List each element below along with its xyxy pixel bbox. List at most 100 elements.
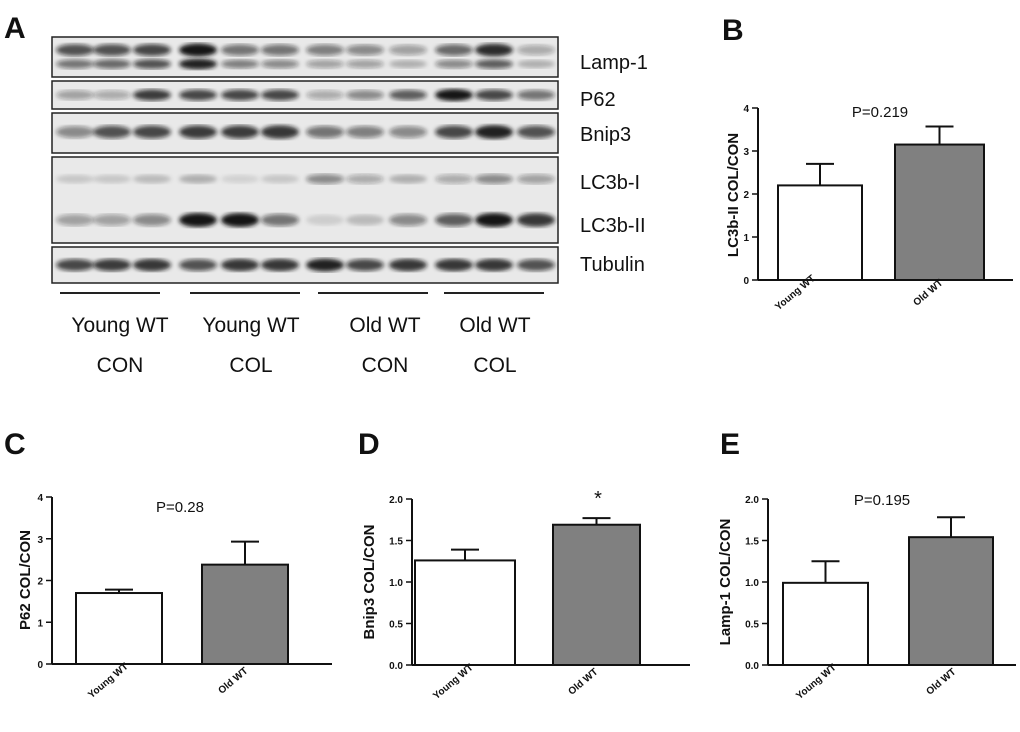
p-value-annotation: P=0.195 xyxy=(854,492,910,509)
y-tick-label: 0.0 xyxy=(389,661,403,672)
blot-band xyxy=(261,89,299,101)
group-label-young-col-2: COL xyxy=(229,354,273,377)
blot-band xyxy=(306,90,344,100)
panel-label-e: E xyxy=(720,428,741,461)
blot-band xyxy=(346,214,384,226)
blot-band xyxy=(93,258,131,272)
blot-band xyxy=(261,174,299,184)
blot-band xyxy=(56,174,94,184)
blot-band xyxy=(475,213,513,227)
panel-label-c: C xyxy=(4,428,26,461)
y-axis-label: P62 COL/CON xyxy=(17,530,34,630)
blot-band xyxy=(133,89,171,101)
y-tick-label: 0 xyxy=(37,660,43,671)
blot-strip xyxy=(51,156,559,244)
blot-band xyxy=(475,89,513,101)
group-label-old-con-1: Old WT xyxy=(349,314,421,337)
blot-band xyxy=(56,90,94,100)
blot-band xyxy=(435,213,473,227)
blot-band xyxy=(221,59,259,69)
blot-band xyxy=(475,174,513,184)
blot-band xyxy=(133,174,171,184)
blot-strip xyxy=(51,246,559,284)
blot-band xyxy=(435,125,473,139)
y-tick-label: 1 xyxy=(37,618,43,629)
y-tick-label: 4 xyxy=(37,493,43,504)
group-label-old-col-1: Old WT xyxy=(459,314,531,337)
blot-band xyxy=(517,174,555,184)
x-tick-label: Young WT xyxy=(794,662,838,702)
group-label-old-col-2: COL xyxy=(473,354,517,377)
y-axis-label: Bnip3 COL/CON xyxy=(361,525,378,640)
y-tick-label: 3 xyxy=(37,535,43,546)
y-tick-label: 1.5 xyxy=(389,537,403,548)
blot-band xyxy=(517,213,555,227)
blot-band xyxy=(133,125,171,139)
y-tick-label: 1 xyxy=(743,233,749,244)
blot-band xyxy=(56,126,94,138)
p-value-annotation: P=0.28 xyxy=(156,499,204,516)
y-tick-label: 1.0 xyxy=(389,578,403,589)
y-tick-label: 3 xyxy=(743,147,749,158)
group-label-young-con-1: Young WT xyxy=(71,314,169,337)
panel-label-a: A xyxy=(4,12,26,45)
group-underline-4 xyxy=(444,292,544,294)
y-tick-label: 0.5 xyxy=(389,620,403,631)
blot-band xyxy=(221,44,259,56)
blot-band xyxy=(133,258,171,272)
blot-band xyxy=(389,126,427,138)
group-underline-3 xyxy=(318,292,428,294)
blot-band xyxy=(179,174,217,184)
bar-young-wt xyxy=(75,592,163,666)
blot-band xyxy=(179,89,217,101)
blot-band xyxy=(306,174,344,184)
blot-band xyxy=(475,258,513,272)
group-underline-2 xyxy=(190,292,300,294)
blot-band xyxy=(389,258,427,272)
bar-young-wt xyxy=(414,559,516,666)
blot-band xyxy=(346,44,384,56)
blot-band xyxy=(56,44,94,56)
group-label-old-con-2: CON xyxy=(361,354,409,377)
blot-band xyxy=(133,214,171,226)
group-label-young-col-1: Young WT xyxy=(202,314,300,337)
y-tick-label: 0.5 xyxy=(745,620,759,631)
blot-band xyxy=(346,126,384,138)
bar-old-wt xyxy=(908,536,994,666)
group-label-young-con-2: CON xyxy=(96,354,144,377)
blot-band xyxy=(93,44,131,56)
bar-old-wt xyxy=(552,523,641,666)
blot-band xyxy=(306,258,344,272)
blot-band xyxy=(389,44,427,56)
blot-band xyxy=(306,59,344,69)
y-tick-label: 0.0 xyxy=(745,661,759,672)
blot-band xyxy=(56,214,94,226)
blot-label-bnip3: Bnip3 xyxy=(580,124,632,146)
blot-band xyxy=(435,258,473,272)
western-blot-image xyxy=(51,36,559,284)
blot-band xyxy=(306,125,344,139)
blot-band xyxy=(435,59,473,69)
blot-band xyxy=(56,59,94,69)
blot-band xyxy=(261,59,299,69)
blot-band xyxy=(93,59,131,69)
blot-band xyxy=(389,89,427,101)
bar-old-wt xyxy=(201,563,289,666)
blot-band xyxy=(261,44,299,56)
blot-label-lamp1: Lamp-1 xyxy=(580,52,648,74)
blot-band xyxy=(475,125,513,139)
blot-band xyxy=(346,59,384,69)
blot-strip xyxy=(51,112,559,154)
blot-band xyxy=(306,214,344,226)
blot-band xyxy=(93,90,131,100)
blot-band xyxy=(517,125,555,139)
p-value-annotation: P=0.219 xyxy=(852,104,908,121)
y-tick-label: 2.0 xyxy=(389,495,403,506)
bar-young-wt xyxy=(777,184,863,281)
panel-label-d: D xyxy=(358,428,380,461)
blot-band xyxy=(261,258,299,272)
